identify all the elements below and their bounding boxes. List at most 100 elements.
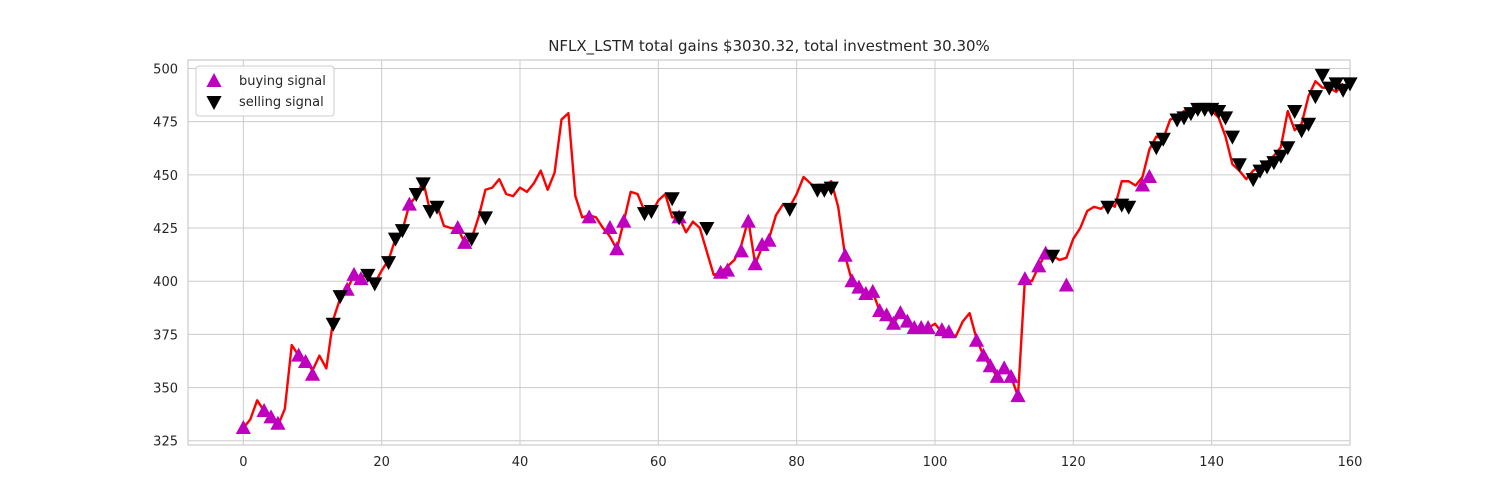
buy-marker [263, 409, 279, 424]
sell-marker [1314, 68, 1330, 83]
x-tick-label: 80 [788, 455, 805, 470]
axes-border [187, 59, 1351, 446]
sell-marker [1287, 105, 1303, 120]
sell-marker [429, 200, 445, 215]
y-tick-label: 475 [153, 116, 178, 131]
buy-marker [996, 360, 1012, 375]
buy-marker [885, 315, 902, 330]
chart-title: NFLX_LSTM total gains $3030.32, total in… [548, 37, 990, 56]
sell-marker [325, 317, 341, 332]
sell-marker [1224, 130, 1241, 145]
x-tick-label: 120 [1061, 455, 1086, 470]
buy-marker [1010, 388, 1026, 403]
sell-marker [1044, 249, 1061, 264]
buy-marker [719, 262, 736, 277]
buy-marker [609, 241, 625, 256]
buy-marker [450, 220, 466, 235]
sell-marker [1121, 200, 1137, 215]
sell-marker [1266, 156, 1282, 171]
legend-label-buy: buying signal [239, 74, 326, 89]
sell-marker [1231, 158, 1247, 173]
buy-marker [602, 220, 618, 235]
buy-marker [291, 347, 307, 362]
buy-marker [457, 234, 473, 249]
sell-marker [387, 232, 404, 247]
sell-marker [477, 211, 494, 226]
sell-marker [463, 232, 480, 247]
buy-marker [941, 324, 957, 339]
buy-marker [851, 279, 867, 294]
buy-marker [1031, 258, 1047, 273]
y-tick-label: 325 [153, 435, 178, 450]
sell-marker [782, 202, 798, 217]
buy-marker [920, 320, 936, 335]
sell-marker [1307, 90, 1324, 105]
legend-label-sell: selling signal [239, 95, 324, 110]
x-tick-label: 60 [650, 455, 667, 470]
buy-marker [968, 332, 985, 347]
sell-marker [1335, 83, 1351, 98]
buy-marker [982, 358, 998, 373]
buy-marker [747, 256, 763, 271]
buy-marker [1017, 271, 1033, 286]
buy-marker [1141, 168, 1158, 183]
x-tick-label: 160 [1338, 455, 1363, 470]
sell-marker [1342, 77, 1358, 92]
buy-marker [256, 402, 272, 417]
sell-marker [408, 188, 424, 203]
buy-marker [754, 237, 770, 252]
buy-marker [270, 415, 286, 430]
x-tick-label: 100 [923, 455, 948, 470]
axes-frame [187, 59, 1351, 446]
sell-marker [1217, 111, 1234, 126]
sell-marker [1245, 173, 1261, 188]
y-tick-label: 400 [153, 275, 178, 290]
y-tick-label: 450 [153, 169, 178, 184]
sell-marker [1293, 124, 1310, 139]
buy-marker [304, 366, 321, 381]
buy-marker [740, 213, 756, 228]
sell-marker [1300, 117, 1317, 132]
y-tick-label: 425 [153, 222, 178, 237]
grid-layer [188, 60, 1351, 445]
x-tick-label: 20 [373, 455, 390, 470]
sell-marker [415, 177, 431, 192]
legend-buy-marker [206, 73, 222, 87]
legend: buying signal selling signal [195, 65, 335, 117]
sell-marker [643, 205, 660, 220]
sell-marker [671, 211, 687, 226]
buy-marker [616, 213, 632, 228]
sell-marker [664, 192, 680, 207]
sell-marker [1155, 132, 1171, 147]
marker-layer [235, 68, 1358, 434]
x-tick-label: 40 [512, 455, 529, 470]
sell-marker [367, 277, 383, 292]
buy-marker [761, 232, 777, 247]
buy-marker [892, 305, 909, 320]
buy-marker [235, 419, 251, 434]
legend-sell-marker [206, 96, 222, 110]
sell-marker [380, 256, 397, 271]
buy-marker [989, 368, 1005, 383]
buy-marker [878, 307, 895, 322]
buy-marker [837, 247, 853, 262]
buy-marker [581, 209, 597, 224]
buy-marker [865, 283, 881, 298]
buy-marker [1058, 277, 1075, 292]
buy-marker [899, 313, 915, 328]
buy-marker [975, 347, 992, 362]
buy-marker [297, 354, 314, 369]
sell-marker [394, 224, 411, 239]
buy-marker [401, 196, 417, 211]
buy-marker [353, 271, 369, 286]
buy-marker [1134, 177, 1151, 192]
sell-marker [332, 290, 348, 305]
buy-marker [844, 273, 860, 288]
tick-label-layer: 0 20 40 60 80 100 120 140 160 325 350 375 400 425 450 4… [153, 63, 1362, 470]
legend-box [195, 65, 335, 117]
sell-marker [1148, 141, 1164, 156]
sell-marker [360, 268, 376, 283]
sell-marker [699, 222, 715, 237]
sell-marker [1100, 200, 1116, 215]
